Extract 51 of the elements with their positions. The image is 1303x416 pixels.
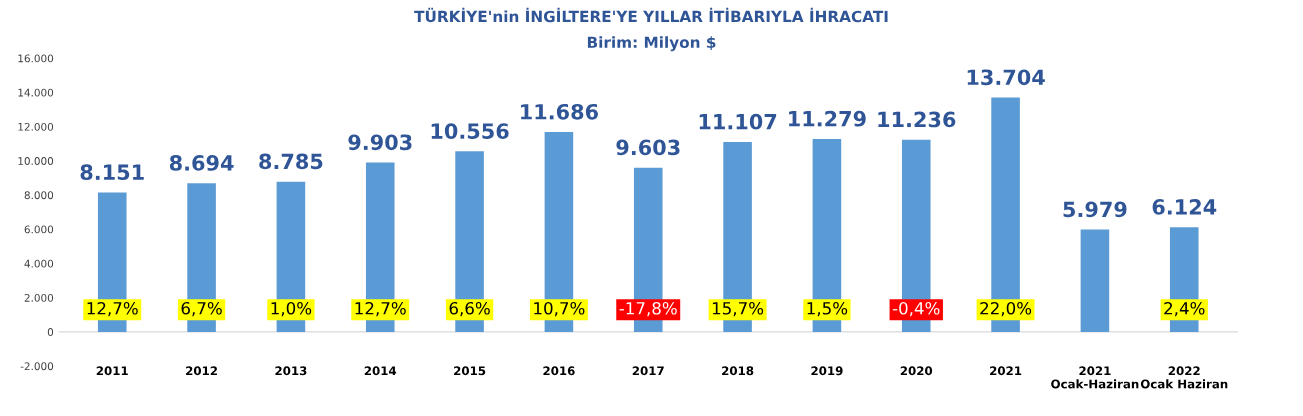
y-tick-label: 10.000 [18,157,54,165]
x-tick-label: 2022 Ocak Haziran [1140,366,1228,389]
data-label: 8.151 [80,164,144,181]
data-label: 11.107 [699,113,777,130]
x-tick-label: 2011 [96,366,128,376]
annotation: 15,7% [712,301,764,317]
x-tick-label: 2021 Ocak-Haziran [1051,366,1139,389]
x-tick-label: 2018 [722,366,754,376]
annotation: 1,5% [807,301,848,317]
data-label: 8.694 [169,155,234,171]
y-tick-label: 6.000 [24,225,54,234]
annotation: 12,7% [355,301,406,317]
y-tick-label: 12.000 [18,122,54,131]
annotation: 2,4% [1164,301,1205,317]
data-label: 6.124 [1152,199,1217,215]
y-tick-label: 8.000 [24,191,54,200]
x-tick-label: 2021 [990,366,1022,376]
data-label: 11.279 [789,110,866,127]
annotation: 12,7% [87,301,138,317]
y-tick-label: 14.000 [18,88,54,97]
data-label: 11.686 [521,103,598,120]
x-tick-label: 2013 [275,366,307,376]
x-tick-label: 2012 [186,366,217,376]
data-label: 13.704 [967,69,1045,86]
data-label: 5.979 [1063,201,1127,218]
annotation: 6,6% [449,301,490,317]
annotation: 22,0% [980,301,1032,317]
data-label: 9.903 [348,134,412,151]
annotation: -0,4% [892,301,940,317]
annotation: 10,7% [534,301,585,317]
x-tick-label: 2015 [454,366,486,376]
annotation: 6,7% [181,301,222,317]
data-label: 10.556 [431,123,509,139]
annotation: -17,8% [619,301,677,317]
bar [1080,229,1110,332]
x-tick-label: 2014 [364,366,397,376]
y-tick-label: 0 [47,328,54,336]
x-tick-label: 2019 [811,366,843,376]
x-tick-label: 2016 [543,366,575,376]
y-tick-label: -2.000 [20,362,54,371]
chart-subtitle: Birim: Milyon $ [587,36,716,52]
y-tick-label: 4.000 [24,259,54,268]
x-tick-label: 2020 [900,366,933,376]
y-tick-label: 2.000 [24,293,54,302]
data-label: 9.603 [616,139,680,156]
y-tick-label: 16.000 [18,54,54,63]
x-tick-label: 2017 [632,366,664,376]
chart-title: TÜRKİYE'nin İNGİLTERE'YE YILLAR İTİBARIYLA İHRACATI [414,7,888,23]
annotation: 1,0% [271,301,312,317]
data-label: 11.236 [878,111,956,128]
data-label: 8.785 [259,153,323,170]
